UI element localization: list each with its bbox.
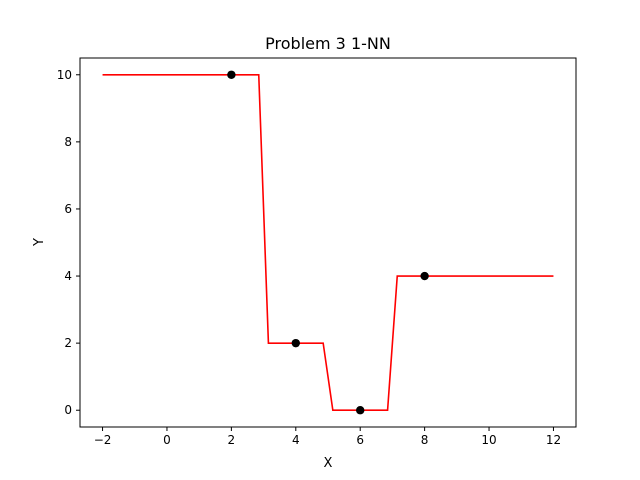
data-point-0 <box>227 70 236 79</box>
x-axis: −2 0 2 4 6 8 10 12 <box>94 427 561 447</box>
y-tick-label: 6 <box>64 202 72 216</box>
x-tick-label: 4 <box>292 433 300 447</box>
chart-title: Problem 3 1-NN <box>265 34 391 53</box>
plot-layer <box>102 70 554 415</box>
y-axis-label: Y <box>32 238 47 247</box>
y-tick-label: 4 <box>64 269 72 283</box>
x-tick-label: 10 <box>481 433 496 447</box>
y-tick-label: 2 <box>64 336 72 350</box>
x-tick-label: 12 <box>546 433 561 447</box>
data-point-2 <box>356 406 365 415</box>
x-tick-label: 6 <box>356 433 364 447</box>
x-tick-label: −2 <box>94 433 112 447</box>
x-axis-label: X <box>324 456 333 471</box>
x-tick-label: 8 <box>421 433 429 447</box>
x-tick-label: 2 <box>228 433 236 447</box>
y-tick-label: 10 <box>57 68 72 82</box>
x-tick-label: 0 <box>163 433 171 447</box>
y-tick-label: 0 <box>64 403 72 417</box>
y-axis: 0 2 4 6 8 10 <box>57 68 80 417</box>
series-0-line <box>102 73 554 412</box>
y-tick-label: 8 <box>64 135 72 149</box>
plot-frame <box>79 57 577 428</box>
data-point-3 <box>420 271 429 281</box>
data-point-1 <box>291 338 300 348</box>
